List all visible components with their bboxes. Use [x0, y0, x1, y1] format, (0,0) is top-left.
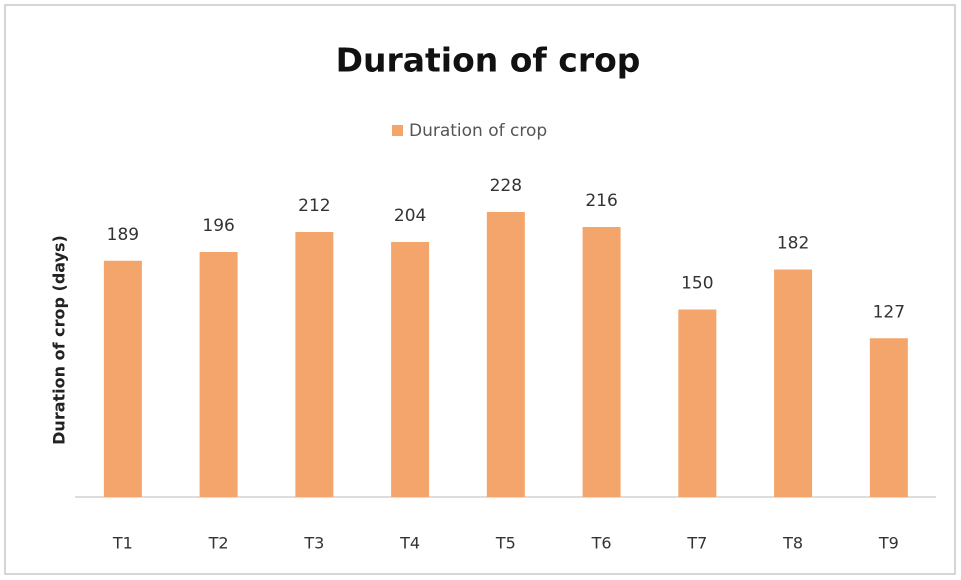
legend-label: Duration of crop: [409, 121, 547, 141]
data-label: 189: [107, 225, 139, 245]
chart-border: [4, 4, 956, 575]
x-tick-label: T9: [878, 534, 899, 553]
bar: [486, 212, 525, 497]
bar: [295, 232, 334, 497]
x-tick-label: T3: [303, 534, 324, 553]
x-tick-label: T2: [208, 534, 229, 553]
bar: [774, 269, 813, 497]
data-label: 212: [298, 196, 330, 216]
data-label: 204: [394, 206, 426, 226]
x-tick-label: T7: [686, 534, 707, 553]
x-tick-label: T6: [591, 534, 612, 553]
bar: [391, 242, 430, 497]
bar: [103, 260, 142, 497]
bar: [582, 227, 621, 497]
x-tick-label: T4: [399, 534, 420, 553]
x-tick-label: T1: [112, 534, 133, 553]
bar: [199, 252, 238, 497]
data-label: 127: [873, 302, 905, 322]
y-axis-label: Duration of crop (days): [50, 235, 69, 445]
x-tick-label: T8: [782, 534, 803, 553]
data-label: 228: [490, 176, 522, 196]
data-label: 216: [585, 191, 617, 211]
x-tick-label: T5: [495, 534, 516, 553]
bar: [678, 309, 717, 497]
bar: [869, 338, 908, 497]
data-label: 182: [777, 234, 809, 254]
chart-title: Duration of crop: [336, 41, 641, 80]
legend-swatch: [392, 125, 403, 136]
data-label: 196: [202, 216, 234, 236]
data-label: 150: [681, 274, 713, 294]
